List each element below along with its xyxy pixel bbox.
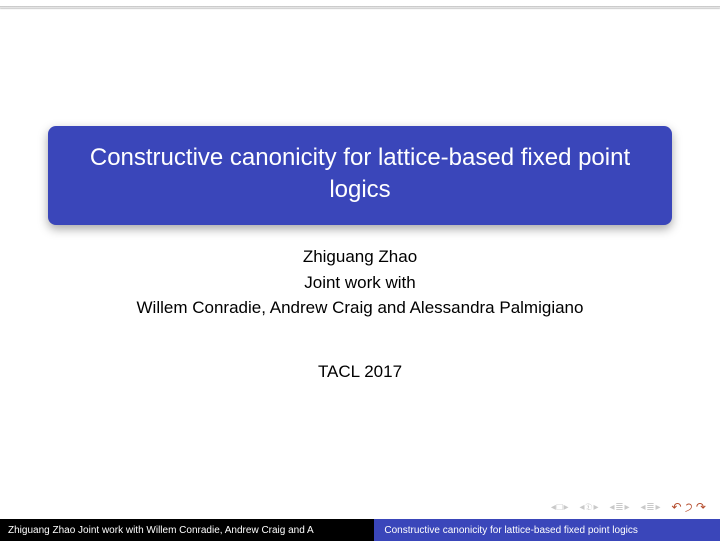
venue-line: TACL 2017: [0, 362, 720, 382]
beamer-nav-bar: ◂ □ ▸ ◂ 𝔇 ▸ ◂ ≣ ▸ ◂ ≣ ▸ ↶ ੭ ↷: [551, 500, 706, 515]
title-block: Constructive canonicity for lattice-base…: [48, 126, 672, 225]
footer-author-section: Zhiguang Zhao Joint work with Willem Con…: [0, 519, 374, 541]
nav-prev-icon[interactable]: ◂ 𝔇 ▸: [579, 502, 597, 513]
footer-title-text: Constructive canonicity for lattice-base…: [384, 525, 637, 536]
top-divider: [0, 6, 720, 8]
author-block: Zhiguang Zhao Joint work with Willem Con…: [0, 244, 720, 321]
slide-page: Constructive canonicity for lattice-base…: [0, 0, 720, 541]
author-line-1: Zhiguang Zhao: [0, 244, 720, 270]
nav-first-icon[interactable]: ◂ □ ▸: [551, 502, 568, 513]
nav-back-icon[interactable]: ◂ ≣ ▸: [610, 502, 629, 513]
author-line-3: Willem Conradie, Andrew Craig and Alessa…: [0, 295, 720, 321]
nav-undo-icon[interactable]: ↶ ੭ ↷: [671, 500, 706, 515]
footer-author-text: Zhiguang Zhao Joint work with Willem Con…: [8, 525, 314, 536]
footer-title-section: Constructive canonicity for lattice-base…: [374, 519, 720, 541]
slide-title: Constructive canonicity for lattice-base…: [90, 144, 630, 203]
nav-forward-icon[interactable]: ◂ ≣ ▸: [640, 502, 659, 513]
author-line-2: Joint work with: [0, 270, 720, 296]
slide-footer: Zhiguang Zhao Joint work with Willem Con…: [0, 519, 720, 541]
